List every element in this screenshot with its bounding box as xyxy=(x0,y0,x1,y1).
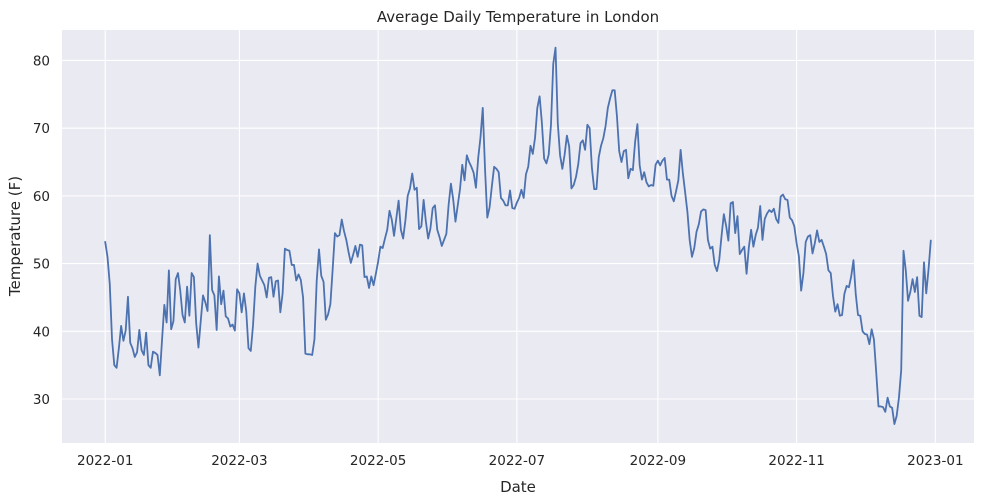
y-gridlines xyxy=(62,59,974,400)
y-tick-label: 50 xyxy=(33,257,50,273)
y-tick-label: 40 xyxy=(33,324,50,340)
x-tick-label: 2022-07 xyxy=(489,453,545,469)
x-tick-labels: 2022-01 2022-03 2022-05 2022-07 2022-09 2022-… xyxy=(77,453,964,469)
x-tick-label: 2022-09 xyxy=(630,453,686,469)
y-tick-label: 70 xyxy=(33,121,50,137)
y-tick-label: 80 xyxy=(33,53,50,69)
x-tick-label: 2023-01 xyxy=(907,453,963,469)
x-gridlines xyxy=(104,30,936,443)
x-axis-label: Date xyxy=(500,478,536,496)
x-tick-label: 2022-03 xyxy=(211,453,267,469)
y-axis-label: Temperature (F) xyxy=(6,176,24,297)
y-tick-labels: 30 40 50 60 70 80 xyxy=(33,53,50,408)
x-tick-label: 2022-11 xyxy=(768,453,824,469)
x-tick-label: 2022-01 xyxy=(77,453,133,469)
y-tick-label: 30 xyxy=(33,392,50,408)
plot-background xyxy=(62,30,974,443)
chart-title: Average Daily Temperature in London xyxy=(377,8,659,26)
series-line xyxy=(104,46,932,425)
y-tick-label: 60 xyxy=(33,189,50,205)
x-tick-label: 2022-05 xyxy=(350,453,406,469)
